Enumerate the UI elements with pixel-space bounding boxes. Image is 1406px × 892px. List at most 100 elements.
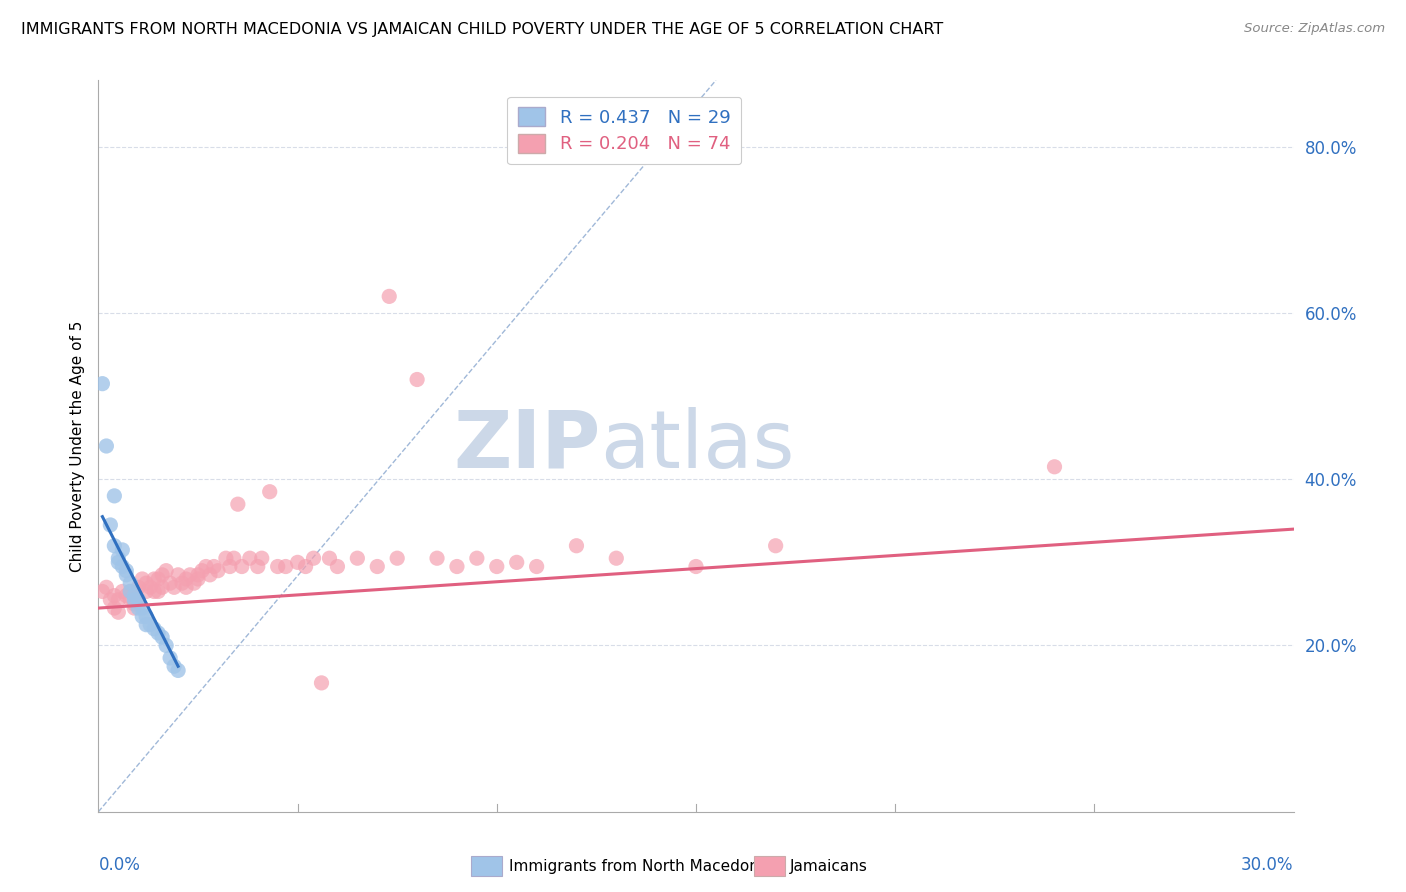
Text: atlas: atlas <box>600 407 794 485</box>
Point <box>159 576 181 591</box>
Point <box>103 489 125 503</box>
Point <box>1043 459 1066 474</box>
Point <box>187 567 209 582</box>
Point <box>103 539 125 553</box>
Point <box>378 289 401 303</box>
Point <box>96 439 118 453</box>
Point <box>191 564 214 578</box>
Point <box>127 580 149 594</box>
Point <box>565 539 588 553</box>
Point <box>127 592 149 607</box>
Point <box>179 567 201 582</box>
Point <box>174 580 197 594</box>
Point <box>124 601 146 615</box>
Point <box>111 542 134 557</box>
Point <box>120 584 142 599</box>
Point <box>120 584 142 599</box>
Point <box>115 567 138 582</box>
Point <box>139 580 162 594</box>
Legend: R = 0.437   N = 29, R = 0.204   N = 74: R = 0.437 N = 29, R = 0.204 N = 74 <box>508 96 741 164</box>
Point <box>219 559 242 574</box>
Text: 0.0%: 0.0% <box>98 855 141 873</box>
Point <box>226 497 249 511</box>
Point <box>143 584 166 599</box>
Point <box>107 592 129 607</box>
Point <box>366 559 388 574</box>
Point <box>107 605 129 619</box>
Point <box>107 555 129 569</box>
Point <box>103 601 125 615</box>
Point <box>250 551 273 566</box>
Point <box>167 664 190 678</box>
Point <box>131 609 153 624</box>
Point <box>127 592 149 607</box>
Point <box>139 617 162 632</box>
Point <box>111 584 134 599</box>
Point <box>120 592 142 607</box>
Point <box>115 589 138 603</box>
Y-axis label: Child Poverty Under the Age of 5: Child Poverty Under the Age of 5 <box>69 320 84 572</box>
Point <box>127 601 149 615</box>
Point <box>150 567 173 582</box>
Point <box>526 559 548 574</box>
Text: IMMIGRANTS FROM NORTH MACEDONIA VS JAMAICAN CHILD POVERTY UNDER THE AGE OF 5 COR: IMMIGRANTS FROM NORTH MACEDONIA VS JAMAI… <box>21 22 943 37</box>
Point <box>159 651 181 665</box>
Point <box>239 551 262 566</box>
Point <box>150 630 173 644</box>
Point <box>506 555 529 569</box>
Point <box>346 551 368 566</box>
Point <box>202 559 225 574</box>
Point <box>143 622 166 636</box>
Point <box>148 572 170 586</box>
Point <box>446 559 468 574</box>
Point <box>485 559 508 574</box>
Point <box>163 580 186 594</box>
Point <box>98 518 122 533</box>
Point <box>131 572 153 586</box>
Point <box>302 551 325 566</box>
Point <box>207 564 229 578</box>
Point <box>685 559 707 574</box>
Point <box>135 584 157 599</box>
Point <box>143 572 166 586</box>
Point <box>148 626 170 640</box>
Point <box>311 676 333 690</box>
Point <box>198 567 221 582</box>
Text: ZIP: ZIP <box>453 407 600 485</box>
Point <box>155 564 177 578</box>
Point <box>163 659 186 673</box>
Point <box>135 576 157 591</box>
Point <box>111 559 134 574</box>
Point <box>120 576 142 591</box>
Point <box>124 589 146 603</box>
Point <box>222 551 245 566</box>
Point <box>150 580 173 594</box>
Point <box>135 617 157 632</box>
Point <box>187 572 209 586</box>
Point <box>174 572 197 586</box>
Point <box>385 551 409 566</box>
Point <box>148 584 170 599</box>
Point <box>274 559 297 574</box>
Point <box>326 559 349 574</box>
Point <box>195 559 218 574</box>
Point <box>426 551 449 566</box>
Text: Jamaicans: Jamaicans <box>790 859 868 873</box>
Point <box>605 551 627 566</box>
Point <box>91 584 114 599</box>
Text: Immigrants from North Macedonia: Immigrants from North Macedonia <box>509 859 772 873</box>
Point <box>124 592 146 607</box>
Point <box>124 597 146 611</box>
Point <box>267 559 290 574</box>
Point <box>96 580 118 594</box>
Point <box>115 564 138 578</box>
Point <box>135 609 157 624</box>
Point <box>91 376 114 391</box>
Point <box>131 601 153 615</box>
Point <box>215 551 238 566</box>
Point <box>107 551 129 566</box>
Point <box>294 559 316 574</box>
Point <box>318 551 340 566</box>
Point <box>246 559 269 574</box>
Point <box>287 555 309 569</box>
